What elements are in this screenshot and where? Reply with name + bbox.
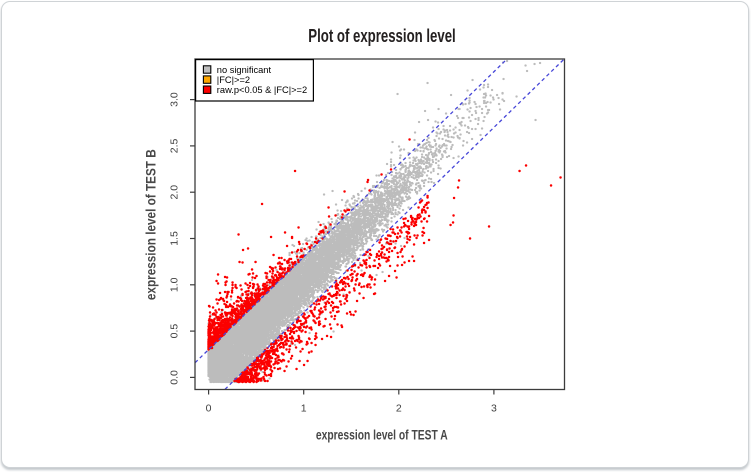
svg-text:0: 0 [206,403,212,415]
svg-text:2.0: 2.0 [169,185,181,200]
svg-text:1.0: 1.0 [169,277,181,292]
svg-text:0.5: 0.5 [169,324,181,339]
svg-text:2: 2 [396,403,402,415]
svg-text:2.5: 2.5 [169,138,181,153]
svg-text:expression level of TEST A: expression level of TEST A [316,427,448,443]
svg-text:1.5: 1.5 [169,231,181,246]
svg-text:raw.p<0.05 & |FC|>=2: raw.p<0.05 & |FC|>=2 [217,85,307,95]
svg-text:3.0: 3.0 [169,92,181,107]
svg-text:0.0: 0.0 [169,370,181,385]
svg-text:expression level of TEST B: expression level of TEST B [142,149,158,300]
svg-text:Plot of expression level: Plot of expression level [308,27,455,46]
svg-text:no significant: no significant [217,65,272,75]
svg-text:|FC|>=2: |FC|>=2 [217,75,250,85]
svg-text:1: 1 [301,403,307,415]
svg-text:3: 3 [491,403,497,415]
